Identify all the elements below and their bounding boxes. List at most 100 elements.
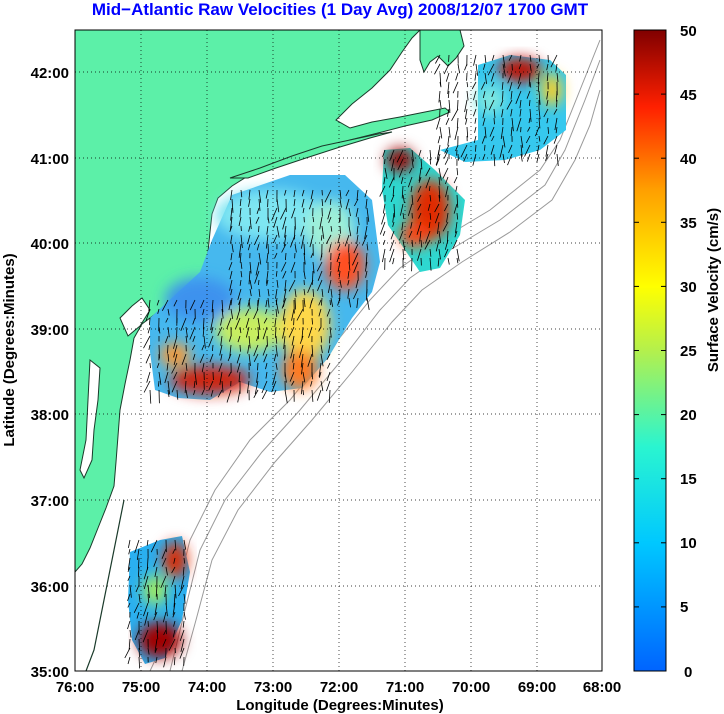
vector-arrow [307,279,314,294]
vector-arrow [444,144,450,154]
vector-arrow [256,243,260,251]
vector-arrow [465,117,468,125]
vector-arrow [442,167,449,179]
vector-arrow [546,99,549,107]
vector-arrow [273,234,278,244]
vector-arrow [418,149,422,157]
vector-arrow [502,135,506,148]
vector-arrow [398,167,404,178]
x-axis-label: Longitude (Degrees:Minutes) [236,697,444,714]
vector-arrow [173,353,178,366]
plot-frame [74,29,603,672]
vector-arrow [143,575,149,590]
vector-arrow [265,362,268,370]
vector-arrow [138,647,140,658]
vector-arrow [273,389,277,396]
vector-arrow [185,308,188,315]
vector-arrow [321,297,323,306]
x-tick-label: 71:00 [386,679,424,696]
vector-arrow [515,90,522,105]
vector-arrow [228,299,232,311]
y-tick-label: 41:00 [31,151,69,168]
vector-arrow [174,584,177,599]
vector-arrow [128,638,131,651]
colorbar-tick-label: 30 [680,279,697,296]
vector-arrow [420,239,423,248]
vector-arrow [236,308,241,320]
vector-arrow [556,72,559,82]
vector-arrow [353,243,359,254]
vector-arrow [138,593,141,603]
vector-arrow [173,656,176,666]
vector-arrow [456,194,459,208]
vector-arrow [127,566,131,573]
vector-arrow [230,288,233,296]
vector-arrow [348,297,351,308]
colorbar-tick-label: 45 [680,87,697,104]
vector-arrow [164,371,169,384]
vector-arrow [148,299,151,312]
vector-arrow [365,252,368,267]
vector-arrow [538,54,540,62]
vector-arrow [453,203,458,214]
vector-arrow [455,221,458,234]
vector-arrow [174,647,176,654]
vector-arrow [282,270,287,279]
vector-arrow [167,344,169,354]
vector-arrow [500,126,504,140]
vector-arrow [535,126,540,137]
vector-arrow [212,344,214,352]
vector-arrow [311,371,314,380]
vector-arrow [466,126,469,138]
vector-arrow [300,353,304,368]
vector-arrow [138,566,140,577]
vector-arrow [471,81,477,90]
vector-arrow [182,566,185,576]
vector-arrow [265,371,268,379]
vector-arrow [189,326,196,340]
vector-arrow [516,117,522,132]
vector-arrow [282,216,287,230]
vector-arrow [142,629,149,643]
vector-arrow [310,252,314,258]
vector-arrow [365,270,368,278]
vector-arrow [147,584,150,598]
vector-arrow [318,299,322,306]
vector-arrow [157,308,160,315]
vector-arrow [245,326,250,338]
vector-arrow [490,144,495,155]
vector-arrow [456,257,459,264]
vector-arrow [392,221,395,227]
vector-arrow [437,221,440,234]
vector-arrow [536,63,540,69]
vector-arrow [276,279,279,288]
vector-arrow [356,225,359,235]
vector-arrow [455,185,458,192]
vector-arrow [194,371,197,385]
vector-arrow [357,216,360,226]
vector-arrow [149,389,152,404]
vector-arrow [275,270,278,277]
vector-arrow [556,90,558,102]
vector-arrow [416,221,422,235]
vector-arrow [439,99,442,109]
vector-arrow [291,335,295,346]
vector-arrow [230,308,234,319]
vector-arrow [138,638,141,650]
vector-arrow [239,326,242,334]
vector-arrow [312,288,315,297]
vector-arrow [138,656,140,669]
vector-arrow [219,344,223,356]
vector-arrow [258,252,262,265]
vector-arrow [221,299,224,313]
vector-arrow [356,297,359,308]
vector-arrow [173,557,176,564]
vector-arrow [237,335,241,343]
vector-arrow [326,308,331,317]
vector-arrow [266,252,269,263]
colorbar-tick-label: 25 [680,343,697,360]
vector-arrow [546,63,549,71]
vector-arrow [271,207,278,221]
vector-arrow [347,270,350,279]
